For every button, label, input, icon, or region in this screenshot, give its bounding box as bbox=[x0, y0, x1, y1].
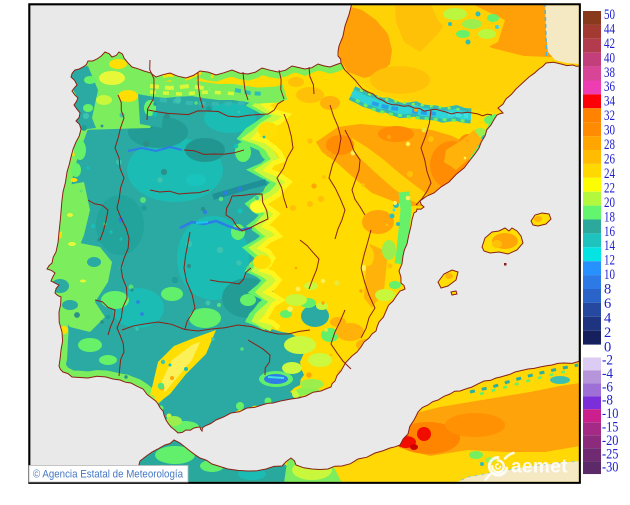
svg-text:22: 22 bbox=[604, 180, 615, 196]
svg-text:4: 4 bbox=[604, 310, 612, 326]
svg-text:14: 14 bbox=[604, 238, 616, 254]
svg-text:10: 10 bbox=[604, 267, 615, 283]
svg-text:6: 6 bbox=[604, 296, 611, 312]
svg-text:© Agencia Estatal de Meteorolo: © Agencia Estatal de Meteorología bbox=[33, 469, 184, 481]
svg-text:40: 40 bbox=[604, 50, 615, 66]
svg-text:-20: -20 bbox=[602, 433, 619, 449]
svg-text:18: 18 bbox=[604, 209, 615, 225]
svg-text:20: 20 bbox=[604, 195, 615, 211]
svg-text:12: 12 bbox=[604, 253, 615, 269]
svg-text:-10: -10 bbox=[602, 406, 619, 422]
svg-text:-4: -4 bbox=[602, 366, 614, 382]
svg-text:24: 24 bbox=[604, 166, 616, 182]
svg-text:26: 26 bbox=[604, 152, 615, 168]
svg-text:30: 30 bbox=[604, 123, 615, 139]
svg-text:16: 16 bbox=[604, 224, 615, 240]
svg-text:50: 50 bbox=[604, 7, 615, 23]
svg-text:28: 28 bbox=[604, 137, 615, 153]
svg-text:2: 2 bbox=[604, 325, 611, 341]
svg-text:0: 0 bbox=[604, 339, 611, 355]
svg-text:-15: -15 bbox=[602, 420, 619, 436]
svg-text:32: 32 bbox=[604, 108, 615, 124]
svg-text:-2: -2 bbox=[602, 353, 613, 369]
svg-text:-8: -8 bbox=[602, 393, 613, 409]
svg-text:-6: -6 bbox=[602, 379, 613, 395]
svg-text:34: 34 bbox=[604, 94, 616, 110]
svg-text:-30: -30 bbox=[602, 460, 619, 476]
svg-text:8: 8 bbox=[604, 282, 611, 298]
svg-text:44: 44 bbox=[604, 22, 616, 38]
svg-text:36: 36 bbox=[604, 79, 615, 95]
svg-text:aemet: aemet bbox=[511, 457, 568, 478]
svg-text:-25: -25 bbox=[602, 446, 619, 462]
svg-text:42: 42 bbox=[604, 36, 615, 52]
svg-text:38: 38 bbox=[604, 65, 615, 81]
